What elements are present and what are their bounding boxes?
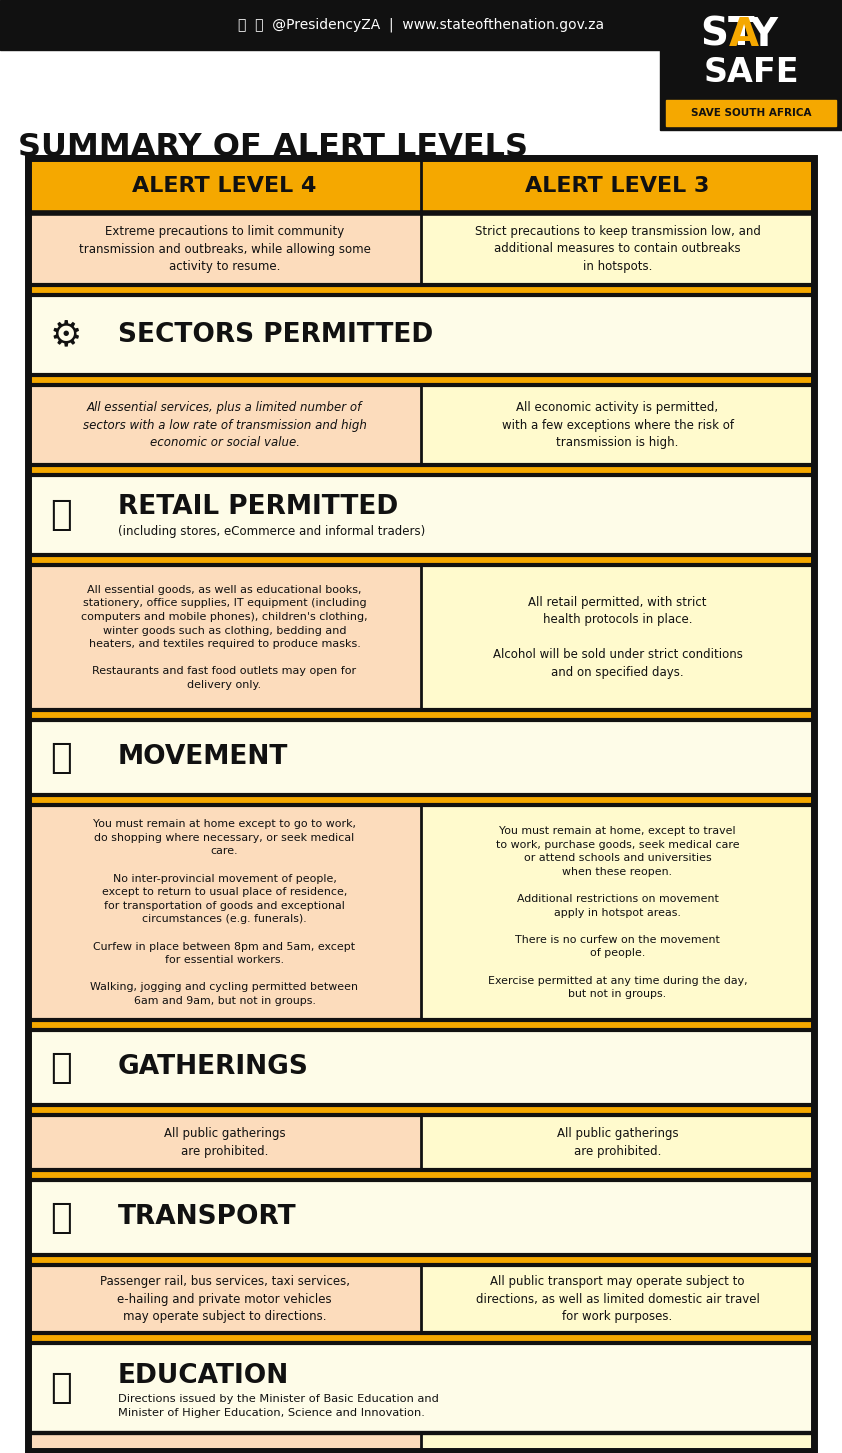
Bar [28, 1114, 421, 1170]
Text: Strict precautions to keep transmission low, and
additional measures to contain : Strict precautions to keep transmission … [475, 225, 760, 273]
Bar [660, 0, 842, 129]
Bar [421, 1266, 814, 1332]
Text: RETAIL PERMITTED: RETAIL PERMITTED [118, 494, 398, 520]
Bar [28, 1433, 814, 1452]
Bar [28, 1020, 814, 1030]
Bar [421, 1114, 814, 1170]
Text: SAVE SOUTH AFRICA: SAVE SOUTH AFRICA [690, 108, 811, 118]
Bar [28, 721, 814, 795]
Bar [28, 1255, 814, 1266]
Text: You must remain at home except to go to work,
do shopping where necessary, or se: You must remain at home except to go to … [90, 819, 359, 1005]
Bar [28, 555, 814, 565]
Bar [421, 214, 814, 285]
Text: All public gatherings
are prohibited.: All public gatherings are prohibited. [163, 1128, 285, 1158]
Bar [28, 475, 814, 555]
Bar [28, 1343, 814, 1433]
Bar [28, 1170, 814, 1180]
Bar [28, 385, 814, 465]
Bar [28, 1343, 814, 1433]
Text: ST: ST [700, 16, 754, 54]
Text: 📍: 📍 [50, 741, 72, 774]
Bar [28, 1266, 814, 1332]
Bar [28, 1266, 421, 1332]
Text: 🚌: 🚌 [50, 1200, 72, 1235]
Text: EDUCATION: EDUCATION [118, 1363, 290, 1389]
Text: SUMMARY OF ALERT LEVELS: SUMMARY OF ALERT LEVELS [18, 132, 528, 164]
Text: All essential goods, as well as educational books,
stationery, office supplies, : All essential goods, as well as educatio… [81, 586, 368, 690]
Bar [666, 100, 836, 126]
Text: All public transport may operate subject to
directions, as well as limited domes: All public transport may operate subject… [476, 1274, 759, 1324]
Text: All economic activity is permitted,
with a few exceptions where the risk of
tran: All economic activity is permitted, with… [502, 401, 733, 449]
Bar [28, 805, 421, 1020]
Bar [28, 721, 814, 795]
Bar [28, 285, 814, 295]
Text: GATHERINGS: GATHERINGS [118, 1055, 309, 1081]
Bar [28, 795, 814, 805]
Text: (including stores, eCommerce and informal traders): (including stores, eCommerce and informa… [118, 525, 425, 538]
Text: All public gatherings
are prohibited.: All public gatherings are prohibited. [557, 1128, 679, 1158]
Bar [28, 158, 814, 214]
Bar [28, 1180, 814, 1255]
Text: 👥: 👥 [50, 1051, 72, 1084]
Bar [28, 805, 814, 1020]
Bar [28, 1030, 814, 1104]
Bar [28, 295, 814, 375]
Text: Extreme precautions to limit community
transmission and outbreaks, while allowin: Extreme precautions to limit community t… [78, 225, 370, 273]
Bar [421, 565, 814, 711]
Bar [28, 711, 814, 721]
Text: 🎓: 🎓 [50, 1372, 72, 1405]
Bar [28, 465, 814, 475]
Bar [28, 475, 814, 555]
Text: SECTORS PERMITTED: SECTORS PERMITTED [118, 323, 434, 349]
Text: 🐦    @PresidencyZA  |  www.stateofthenation.gov.za: 🐦  @PresidencyZA | www.stateofthenation… [238, 17, 604, 32]
Text: You must remain at home, except to travel
to work, purchase goods, seek medical : You must remain at home, except to trave… [488, 825, 748, 1000]
Bar [28, 1114, 814, 1170]
Text: ⚙: ⚙ [50, 318, 83, 352]
Bar [421, 805, 814, 1020]
Text: All retail permitted, with strict
health protocols in place.

Alcohol will be so: All retail permitted, with strict health… [493, 596, 743, 679]
Bar [28, 1433, 421, 1452]
Text: MOVEMENT: MOVEMENT [118, 744, 288, 770]
Text: 🛍: 🛍 [50, 498, 72, 532]
Text: Y: Y [749, 16, 777, 54]
Text: ALERT LEVEL 4: ALERT LEVEL 4 [132, 176, 317, 196]
Bar [421, 385, 814, 465]
Text: Directions issued by the Minister of Basic Education and
Minister of Higher Educ: Directions issued by the Minister of Bas… [118, 1395, 439, 1418]
Text: TRANSPORT: TRANSPORT [118, 1205, 296, 1231]
Text: SAFE: SAFE [703, 55, 799, 89]
Bar [28, 375, 814, 385]
Bar [28, 385, 421, 465]
Bar [28, 565, 814, 711]
Bar [28, 295, 814, 375]
Bar [28, 214, 814, 285]
Bar [421, 1433, 814, 1452]
Bar [28, 1180, 814, 1255]
Bar [28, 214, 421, 285]
Bar [28, 1332, 814, 1343]
Bar [28, 158, 814, 214]
Bar [28, 1030, 814, 1104]
Bar [28, 1104, 814, 1114]
Text: All essential services, plus a limited number of
sectors with a low rate of tran: All essential services, plus a limited n… [83, 401, 366, 449]
Bar [0, 0, 842, 49]
Text: A: A [729, 16, 759, 54]
Text: Passenger rail, bus services, taxi services,
e-hailing and private motor vehicle: Passenger rail, bus services, taxi servi… [99, 1274, 349, 1324]
Bar [28, 158, 814, 1452]
Bar [28, 565, 421, 711]
Text: ALERT LEVEL 3: ALERT LEVEL 3 [525, 176, 710, 196]
